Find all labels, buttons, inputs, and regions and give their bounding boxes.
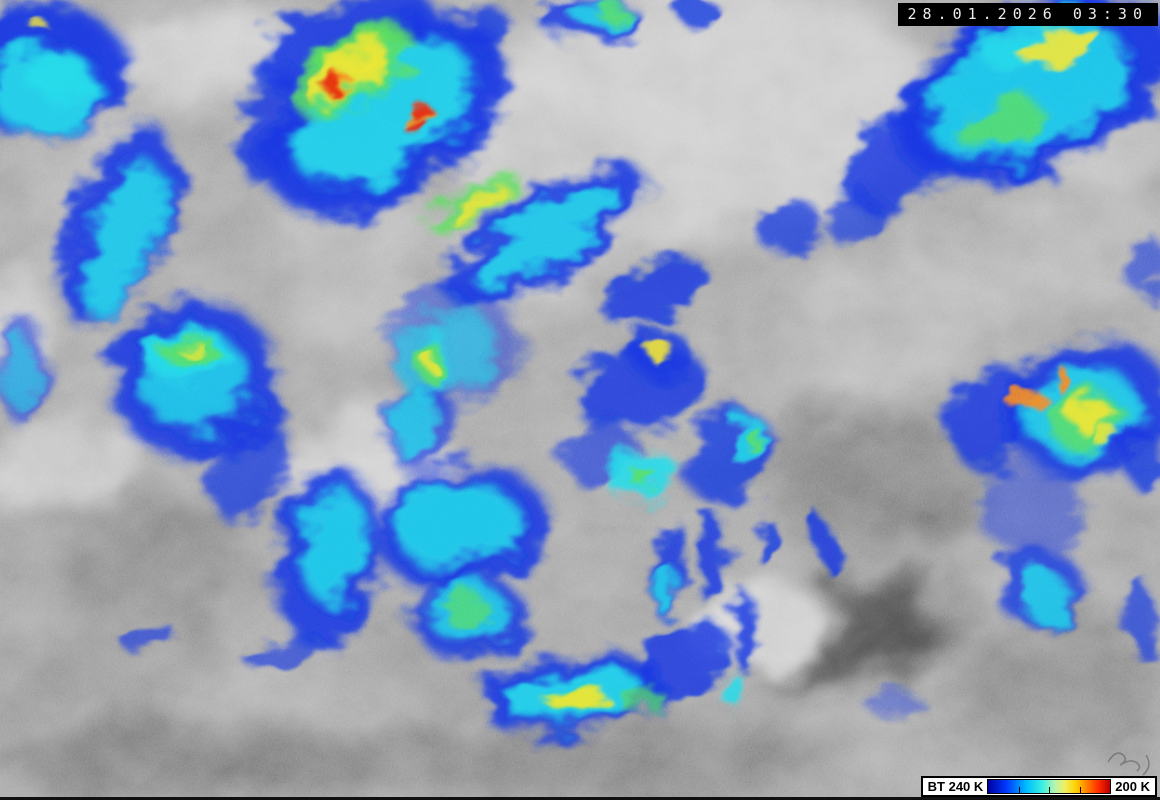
colorbar-tick bbox=[1049, 787, 1051, 793]
bt-colorbar-legend: BT 240 K 200 K bbox=[920, 776, 1157, 797]
legend-max-label: 200 K bbox=[1115, 779, 1150, 794]
colorbar-tick bbox=[1079, 787, 1081, 793]
watermark-scribble bbox=[1107, 752, 1150, 776]
legend-min-label: BT 240 K bbox=[927, 779, 984, 794]
image-border-bottom bbox=[0, 797, 1160, 800]
colorbar-tick bbox=[1018, 787, 1020, 793]
colorbar bbox=[987, 779, 1112, 794]
timestamp-overlay: 28.01.2026 03:30 bbox=[897, 3, 1158, 26]
timestamp-text: 28.01.2026 03:30 bbox=[907, 5, 1148, 23]
